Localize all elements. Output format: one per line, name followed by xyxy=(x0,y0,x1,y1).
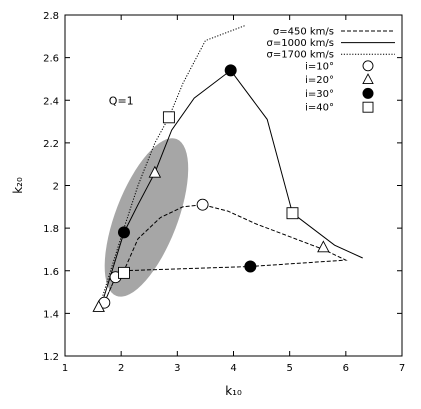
y-tick-label: 1.6 xyxy=(43,267,59,278)
marker-open-triangle xyxy=(362,73,374,85)
y-tick-label: 1.8 xyxy=(43,224,59,235)
legend-label: i=10° xyxy=(305,61,334,72)
y-tick-label: 2 xyxy=(53,182,59,193)
shaded-region-layer xyxy=(104,138,189,297)
marker-open-square xyxy=(286,207,299,220)
series-line xyxy=(103,204,348,303)
x-axis-label: k₁₀ xyxy=(225,384,242,398)
y-tick-label: 1.4 xyxy=(43,309,59,320)
marker-open-circle xyxy=(362,60,374,72)
legend-label: i=40° xyxy=(305,103,334,114)
x-tick-label: 4 xyxy=(230,363,236,374)
marker-open-triangle xyxy=(317,240,330,253)
x-tick-label: 5 xyxy=(286,363,292,374)
x-tick-label: 3 xyxy=(174,363,180,374)
legend: σ=450 km/sσ=1000 km/sσ=1700 km/si=10° i=2… xyxy=(267,27,395,114)
marker-layer xyxy=(92,64,330,312)
y-tick-label: 2.8 xyxy=(43,11,59,22)
x-tick-label: 2 xyxy=(118,363,124,374)
annotation-text: Q=1 xyxy=(109,95,134,108)
marker-open-square xyxy=(162,111,175,124)
legend-label: σ=450 km/s xyxy=(273,27,334,38)
legend-label: i=30° xyxy=(305,89,334,100)
y-tick-label: 1.2 xyxy=(43,352,59,363)
y-axis-label: k₂₀ xyxy=(11,177,25,194)
series-line xyxy=(98,25,245,310)
axes-layer: 1 2 3 4 5 6 7 1.2 1.4 1.6 1.8 2 2.2 2.4 2.6 2.8 xyxy=(43,11,405,374)
series-layer xyxy=(98,25,363,310)
x-tick-label: 1 xyxy=(62,363,68,374)
legend-label: σ=1000 km/s xyxy=(267,38,334,49)
y-tick-label: 2.6 xyxy=(43,54,59,65)
y-tick-label: 2.2 xyxy=(43,139,59,150)
marker-filled-circle xyxy=(117,226,130,239)
series-line xyxy=(101,69,363,306)
marker-open-triangle xyxy=(92,300,105,312)
legend-label: σ=1700 km/s xyxy=(267,50,334,61)
marker-filled-circle xyxy=(362,87,374,99)
marker-open-square xyxy=(118,266,130,279)
marker-filled-circle xyxy=(224,64,237,77)
legend-label: i=20° xyxy=(305,75,334,86)
marker-open-square xyxy=(362,101,374,113)
y-tick-label: 2.4 xyxy=(43,96,59,107)
marker-open-triangle xyxy=(148,165,162,178)
x-tick-label: 6 xyxy=(343,363,349,374)
marker-filled-circle xyxy=(244,260,257,273)
x-tick-label: 7 xyxy=(399,363,405,374)
marker-open-circle xyxy=(196,198,209,211)
shaded-ellipse xyxy=(104,138,189,297)
